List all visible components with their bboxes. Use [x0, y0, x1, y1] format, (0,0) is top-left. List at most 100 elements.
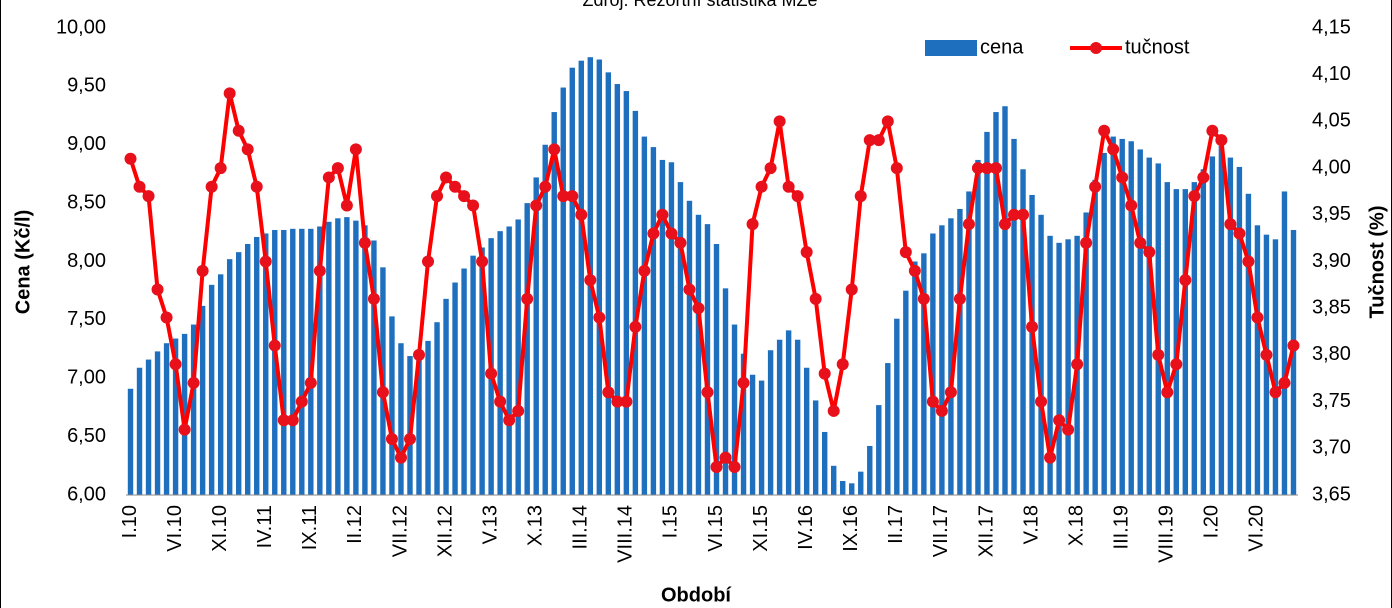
x-tick-label: IV.11 [254, 505, 276, 548]
marker [674, 236, 687, 249]
x-tick-label: VII.12 [389, 505, 411, 557]
bar [894, 318, 900, 495]
x-tick-label: I.20 [1201, 505, 1223, 538]
bar [849, 483, 855, 495]
marker [557, 190, 570, 203]
bar [858, 471, 864, 495]
marker [764, 162, 777, 175]
y2-tick-label: 3,85 [1312, 296, 1351, 318]
bar [335, 218, 341, 496]
bar [1236, 166, 1243, 495]
bar [208, 284, 215, 495]
bar [443, 298, 449, 495]
marker [899, 246, 912, 259]
bar [903, 290, 909, 495]
y-tick-label: 10,00 [56, 16, 106, 38]
bar [614, 84, 621, 495]
bar [948, 218, 954, 496]
bar [1137, 149, 1143, 496]
bar [1182, 189, 1189, 496]
bar [731, 324, 738, 495]
marker [980, 162, 993, 175]
marker [133, 180, 146, 193]
marker [449, 180, 462, 193]
bar [605, 72, 612, 496]
marker [1188, 190, 1201, 203]
bar [1002, 106, 1008, 495]
bar [641, 136, 648, 495]
marker [971, 162, 984, 175]
marker [268, 339, 281, 352]
y2-tick-label: 4,10 [1312, 63, 1351, 85]
x-axis-label: Období [661, 584, 732, 606]
y2-axis-label: Tučnost (%) [1366, 206, 1388, 319]
marker [178, 423, 191, 436]
marker [1143, 246, 1156, 259]
marker [1161, 386, 1174, 399]
bar [136, 367, 143, 495]
marker [367, 292, 380, 305]
marker [1179, 274, 1192, 287]
bar [326, 221, 332, 495]
bar [812, 400, 819, 495]
marker [809, 292, 822, 305]
bar [542, 144, 548, 495]
bar [713, 243, 720, 495]
y2-tick-label: 3,90 [1312, 250, 1351, 272]
marker [962, 218, 975, 231]
y-tick-label: 9,50 [67, 75, 106, 97]
bar [1101, 152, 1107, 496]
bar [254, 236, 260, 496]
marker [241, 143, 254, 156]
bar [1110, 136, 1116, 495]
legend-swatch [925, 40, 977, 56]
x-tick-label: XII.17 [975, 505, 997, 557]
marker [782, 180, 795, 193]
marker [1233, 227, 1246, 240]
marker [872, 134, 885, 147]
x-tick-label: XII.12 [434, 505, 456, 557]
marker [385, 432, 398, 445]
bar [263, 233, 269, 496]
marker [295, 395, 308, 408]
marker [349, 143, 362, 156]
marker [530, 199, 543, 212]
marker [214, 162, 227, 175]
bar [1029, 194, 1035, 495]
bar [821, 431, 828, 495]
marker [989, 162, 1002, 175]
bar [217, 274, 224, 495]
marker [160, 311, 173, 324]
bar [957, 208, 963, 495]
marker [413, 348, 425, 361]
marker [692, 302, 705, 315]
bar [515, 219, 521, 495]
bar [704, 224, 711, 495]
marker [1053, 414, 1066, 427]
bar [767, 350, 774, 495]
marker [1071, 358, 1084, 371]
legend-label: tučnost [1125, 36, 1190, 58]
x-tick-label: VII.17 [930, 505, 952, 557]
bar [506, 226, 512, 495]
bar [127, 388, 134, 495]
marker [1116, 171, 1129, 184]
bar [912, 261, 918, 495]
marker [944, 386, 957, 399]
y-tick-label: 7,50 [67, 308, 106, 330]
marker [467, 199, 480, 212]
y-axis-label: Cena (Kč/l) [12, 210, 34, 314]
bar [840, 480, 846, 495]
bar [199, 305, 206, 495]
bar [876, 405, 882, 495]
bar [389, 316, 395, 495]
bar [1200, 169, 1207, 495]
marker [620, 395, 633, 408]
marker [701, 386, 714, 399]
bar [353, 220, 359, 495]
x-tick-label: V.18 [1020, 505, 1042, 544]
marker [142, 190, 155, 203]
marker [1170, 358, 1183, 371]
x-tick-label: IX.16 [840, 505, 862, 552]
marker [1044, 451, 1057, 464]
